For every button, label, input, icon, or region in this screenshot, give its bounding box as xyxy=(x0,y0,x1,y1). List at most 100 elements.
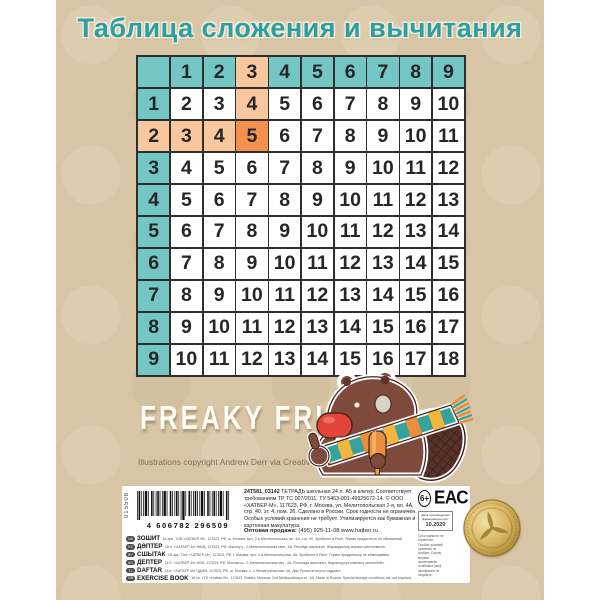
barcode-digits: 4 606782 296509 xyxy=(146,521,230,530)
table-cell: 10 xyxy=(301,216,333,248)
age-rating-badge: 6+ xyxy=(418,489,432,507)
notebook-word: ДӘПТЕР xyxy=(137,543,163,551)
table-cell: 9 xyxy=(432,57,464,88)
table-cell: 8 xyxy=(170,280,202,312)
notebook-word: DAFTAR xyxy=(137,567,162,574)
table-cell: 4 xyxy=(236,88,268,120)
language-row: UA ЗОШИТ 18 арк. ТОВ «ХАТБЕР-М», 117623, Р… xyxy=(126,535,428,543)
table-cell: 13 xyxy=(400,216,432,248)
table-cell: 9 xyxy=(138,344,170,375)
table-cell: 8 xyxy=(301,152,333,184)
table-cell: 10 xyxy=(269,248,301,280)
date-label-2: Дайындалған күні: xyxy=(422,517,449,522)
language-fineprint: 18 п. «ХАТБЕР-М» ЖШҚ, 117623, РФ, Мәскеу… xyxy=(164,544,387,549)
table-cell: 6 xyxy=(138,248,170,280)
table-cell: 3 xyxy=(236,57,268,88)
table-cell: 15 xyxy=(400,280,432,312)
country-code-badge: KG xyxy=(126,559,135,566)
table-cell: 17 xyxy=(400,344,432,375)
production-date-box: Дата производства/ Дайындалған күні: 10.… xyxy=(418,511,453,532)
table-cell: 12 xyxy=(269,312,301,344)
language-row: TJ DAFTAR 18 в. «ХАТБЕР-М» ҶДММ, 117623, Р… xyxy=(126,567,428,575)
table-cell: 6 xyxy=(301,88,333,120)
table-cell: 6 xyxy=(203,184,235,216)
table-cell: 12 xyxy=(367,216,399,248)
table-cell: 10 xyxy=(400,120,432,152)
notebook-word: ДЕПТЕР xyxy=(137,559,163,567)
table-cell: 18 xyxy=(432,344,464,375)
table-cell: 13 xyxy=(334,280,366,312)
table-cell: 10 xyxy=(170,344,202,375)
table-cell: 9 xyxy=(236,248,268,280)
table-cell: 10 xyxy=(203,312,235,344)
beaver-nose xyxy=(316,412,353,439)
table-cell: 7 xyxy=(170,248,202,280)
table-cell: 9 xyxy=(334,152,366,184)
table-cell: 5 xyxy=(236,120,268,152)
table-cell: 4 xyxy=(203,120,235,152)
table-cell: 11 xyxy=(432,120,464,152)
table-cell: 6 xyxy=(269,120,301,152)
table-cell: 2 xyxy=(203,57,235,88)
table-cell: 7 xyxy=(269,152,301,184)
table-cell: 16 xyxy=(367,344,399,375)
table-cell: 9 xyxy=(400,88,432,120)
fineprint-line: Особых условий хранения не xyxy=(418,542,443,552)
language-fineprint: 18 арк. ТАА «ХАТБЕР-М», 117623, РФ, г. М… xyxy=(167,552,391,557)
table-cell: 5 xyxy=(301,57,333,88)
table-cell: 7 xyxy=(301,120,333,152)
table-cell: 8 xyxy=(269,184,301,216)
wholesale-line: Оптовая продажа: (495) 925-11-08 www.hat… xyxy=(244,528,428,534)
table-cell: 4 xyxy=(269,57,301,88)
table-cell: 5 xyxy=(138,216,170,248)
language-fineprint: 18 б. «ХАТБЕР-М» ЖЧК, 117623, РФ, Москва… xyxy=(164,560,385,565)
table-cell: 4 xyxy=(138,184,170,216)
table-cell: 8 xyxy=(367,88,399,120)
table-cell: 12 xyxy=(400,184,432,216)
language-row: KG ДЕПТЕР 18 б. «ХАТБЕР-М» ЖЧК, 117623, РФ… xyxy=(126,559,428,567)
table-cell: 8 xyxy=(334,120,366,152)
table-cell: 14 xyxy=(367,280,399,312)
country-code-badge: BY xyxy=(126,551,135,558)
beaver-eye-left xyxy=(354,402,360,408)
gold-medal-icon xyxy=(463,499,521,557)
table-cell: 11 xyxy=(301,248,333,280)
table-cell: 10 xyxy=(236,280,268,312)
table-cell: 3 xyxy=(203,88,235,120)
storage-fineprint: Срок годности не ограничен. Особых услови… xyxy=(418,534,452,577)
table-cell: 5 xyxy=(269,88,301,120)
table-cell: 10 xyxy=(334,184,366,216)
barcode xyxy=(137,491,230,520)
country-code-badge: TJ xyxy=(126,567,135,574)
country-code-badge: KZ xyxy=(126,544,135,550)
table-cell: 1 xyxy=(170,57,202,88)
beaver-thumbs-up xyxy=(307,431,331,468)
table-cell: 5 xyxy=(203,152,235,184)
wholesale-label: Оптовая продажа: xyxy=(244,528,297,534)
table-cell: 11 xyxy=(334,216,366,248)
date-value: 10.2020 xyxy=(425,522,446,529)
language-fineprint: 18 арк. ТОВ «ХАТБЕР-М», 117623, РФ, м. М… xyxy=(162,536,403,541)
language-fineprint: 18 sh. LTD «Hatber-M», 117623, Russia, M… xyxy=(191,576,413,581)
table-cell: 9 xyxy=(269,216,301,248)
product-code: 24Т581_03142 xyxy=(244,489,280,495)
page-title: Таблица сложения и вычитания xyxy=(77,13,523,43)
table-cell: 11 xyxy=(203,344,235,375)
table-cell: 2 xyxy=(138,120,170,152)
table-cell: 8 xyxy=(138,312,170,344)
table-cell: 14 xyxy=(400,248,432,280)
table-cell: 14 xyxy=(432,216,464,248)
beaver-illustration xyxy=(307,371,474,483)
illustration-credit: Illustrations copyright Andrew Derr via … xyxy=(138,457,344,467)
language-row: BY СШЫТАК 18 арк. ТАА «ХАТБЕР-М», 117623, … xyxy=(126,551,428,559)
notebook-word: СШЫТАК xyxy=(137,551,166,559)
table-cell: 6 xyxy=(236,152,268,184)
fineprint-line: шектелмеген. Асаблівых умоў xyxy=(418,560,442,569)
table-cell: 1 xyxy=(138,88,170,120)
table-cell: 11 xyxy=(236,312,268,344)
table-cell: 14 xyxy=(301,344,333,375)
table-cell: 11 xyxy=(367,184,399,216)
beaver-eye-right xyxy=(374,394,392,414)
beaver-popsicle xyxy=(368,430,387,476)
